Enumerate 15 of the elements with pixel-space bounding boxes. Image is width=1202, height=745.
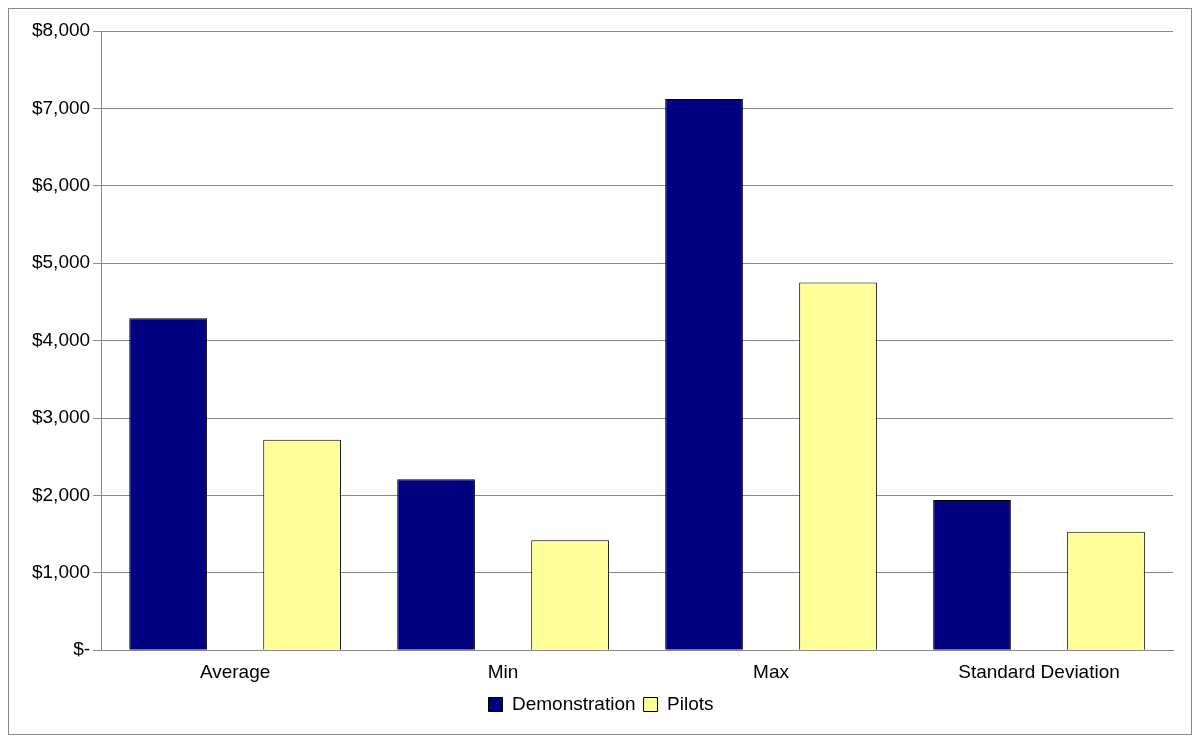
y-tick-label: $- [73, 638, 91, 660]
x-tick-label: Average [199, 660, 271, 682]
legend-label: Pilots [667, 692, 714, 714]
legend-label: Demonstration [511, 692, 636, 714]
x-tick-label: Standard Deviation [958, 660, 1120, 682]
y-tick-label: $6,000 [31, 174, 91, 196]
y-tick-label: $1,000 [31, 561, 91, 583]
x-tick-label: Min [487, 660, 519, 682]
y-tick-label: $8,000 [31, 19, 91, 41]
y-tick-label: $2,000 [31, 483, 91, 505]
y-tick-label: $5,000 [31, 251, 91, 273]
y-tick-label: $4,000 [31, 328, 91, 350]
y-tick-label: $3,000 [31, 406, 91, 428]
x-tick-label: Max [753, 660, 790, 682]
y-tick-label: $7,000 [31, 96, 91, 118]
